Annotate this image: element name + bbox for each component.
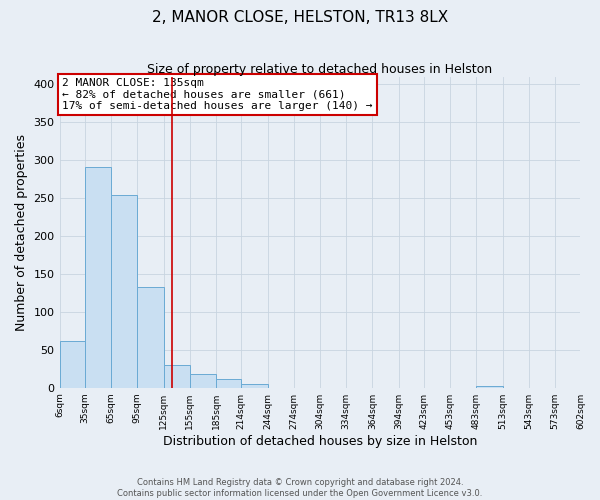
Bar bbox=[164, 365, 190, 388]
X-axis label: Distribution of detached houses by size in Helston: Distribution of detached houses by size … bbox=[163, 434, 477, 448]
Bar bbox=[137, 287, 164, 388]
Bar bbox=[111, 195, 137, 388]
Bar bbox=[85, 167, 111, 388]
Text: 2 MANOR CLOSE: 135sqm
← 82% of detached houses are smaller (661)
17% of semi-det: 2 MANOR CLOSE: 135sqm ← 82% of detached … bbox=[62, 78, 373, 112]
Bar bbox=[59, 340, 85, 388]
Bar bbox=[216, 378, 241, 388]
Bar bbox=[476, 386, 503, 388]
Bar bbox=[241, 384, 268, 388]
Title: Size of property relative to detached houses in Helston: Size of property relative to detached ho… bbox=[148, 62, 493, 76]
Text: 2, MANOR CLOSE, HELSTON, TR13 8LX: 2, MANOR CLOSE, HELSTON, TR13 8LX bbox=[152, 10, 448, 25]
Text: Contains HM Land Registry data © Crown copyright and database right 2024.
Contai: Contains HM Land Registry data © Crown c… bbox=[118, 478, 482, 498]
Y-axis label: Number of detached properties: Number of detached properties bbox=[15, 134, 28, 330]
Bar bbox=[190, 374, 216, 388]
